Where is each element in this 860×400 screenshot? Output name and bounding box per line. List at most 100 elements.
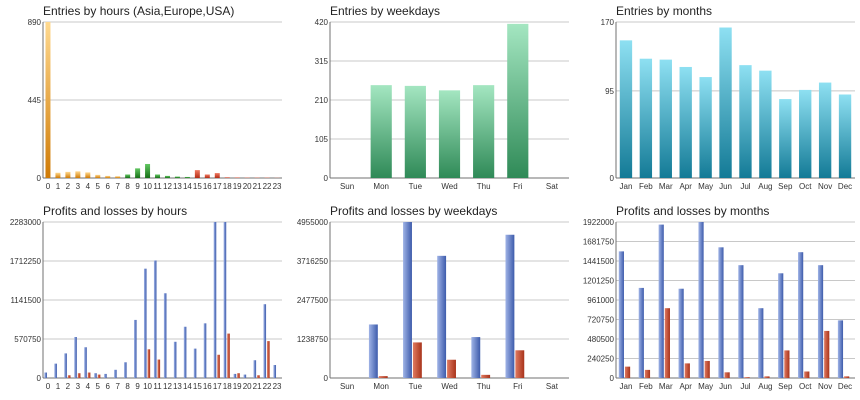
profit-bar	[134, 319, 137, 378]
x-tick-label: Jan	[620, 182, 633, 191]
entry-bar	[145, 163, 151, 178]
x-tick-label: Feb	[639, 182, 653, 191]
x-tick-label: 10	[143, 182, 152, 191]
x-tick-label: 1	[56, 382, 61, 391]
y-tick-label: 105	[315, 135, 329, 144]
profit-bar	[94, 373, 97, 378]
profit-bar	[778, 273, 784, 378]
profit-bar	[124, 362, 127, 378]
profits-by-hours-title: Profits and losses by hours	[43, 204, 188, 218]
loss-bar	[784, 350, 790, 378]
x-tick-label: 15	[193, 382, 202, 391]
profit-bar	[203, 323, 207, 378]
x-tick-label: 16	[203, 382, 212, 391]
x-tick-label: Apr	[679, 382, 692, 391]
x-tick-label: Jun	[719, 182, 732, 191]
y-tick-label: 0	[37, 174, 42, 183]
loss-bar	[267, 341, 270, 378]
x-tick-label: 14	[183, 382, 192, 391]
x-tick-label: 11	[153, 382, 162, 391]
profit-bar	[173, 341, 177, 378]
y-tick-label: 2283000	[10, 218, 42, 227]
x-tick-label: 11	[153, 182, 162, 191]
x-tick-label: 18	[223, 182, 232, 191]
x-tick-label: 1	[56, 182, 61, 191]
x-tick-label: 23	[273, 382, 282, 391]
x-tick-label: 4	[86, 382, 91, 391]
profit-bar	[143, 268, 147, 378]
x-tick-label: 12	[163, 382, 172, 391]
x-tick-label: 22	[263, 382, 272, 391]
entry-bar	[135, 168, 141, 178]
x-tick-label: 17	[213, 182, 222, 191]
x-tick-label: 6	[106, 382, 111, 391]
loss-bar	[824, 330, 830, 378]
x-tick-label: Jul	[740, 182, 750, 191]
x-tick-label: 3	[76, 182, 81, 191]
profit-bar	[403, 222, 412, 378]
y-tick-label: 1681750	[583, 238, 615, 247]
loss-bar	[87, 372, 91, 378]
profits-by-hours-panel: Profits and losses by hours 0 570750 11415…	[0, 200, 290, 400]
y-tick-label: 0	[324, 174, 329, 183]
x-tick-label: 13	[173, 182, 182, 191]
y-tick-label: 1238750	[297, 335, 329, 344]
entry-bar	[759, 70, 772, 178]
entry-bar	[639, 58, 653, 178]
x-tick-label: 17	[213, 382, 222, 391]
loss-bar	[67, 375, 71, 378]
x-tick-label: Jun	[719, 382, 732, 391]
x-tick-label: 0	[46, 182, 51, 191]
loss-bar	[147, 349, 151, 378]
profit-bar	[817, 265, 824, 378]
profit-bar	[368, 324, 378, 378]
x-tick-label: Mon	[373, 182, 389, 191]
loss-bar	[704, 360, 710, 378]
y-tick-label: 170	[601, 18, 615, 27]
loss-bar	[257, 375, 260, 378]
x-tick-label: 20	[243, 182, 252, 191]
x-tick-label: 4	[86, 182, 91, 191]
x-tick-label: Sat	[546, 382, 559, 391]
entries-by-hours-title: Entries by hours (Asia,Europe,USA)	[43, 4, 235, 18]
loss-bar	[227, 333, 230, 378]
y-tick-label: 3716250	[297, 257, 329, 266]
profits-by-months-chart: 0 240250 480500 720750 961000 1201250 1441500 1…	[583, 218, 855, 391]
loss-bar	[97, 374, 101, 378]
x-tick-label: Sep	[778, 182, 793, 191]
entry-bar	[438, 90, 461, 178]
entry-bar	[174, 176, 180, 178]
x-tick-label: Thu	[477, 382, 491, 391]
profit-bar	[437, 255, 447, 378]
entry-bar	[194, 170, 200, 178]
y-tick-label: 0	[610, 174, 615, 183]
loss-bar	[764, 376, 770, 378]
entry-bar	[214, 173, 220, 178]
x-tick-label: 6	[106, 182, 111, 191]
x-tick-label: 8	[125, 182, 130, 191]
profit-bar	[758, 308, 764, 378]
x-tick-label: 2	[66, 182, 71, 191]
loss-bar	[744, 377, 750, 378]
entry-bar	[659, 59, 672, 178]
x-tick-label: Wed	[441, 182, 457, 191]
entry-bar	[184, 176, 190, 178]
entries-by-months-panel: Entries by months 0 95 170 Jan Feb Mar Apr May J…	[573, 0, 860, 200]
x-tick-label: Wed	[441, 382, 457, 391]
loss-bar	[237, 373, 240, 378]
entries-by-months-title: Entries by months	[616, 4, 713, 18]
profit-bar	[223, 222, 227, 378]
profit-bar	[84, 347, 87, 378]
x-tick-label: 9	[135, 182, 140, 191]
entry-bar	[818, 82, 832, 178]
entry-bar	[164, 175, 170, 178]
x-tick-label: Aug	[758, 182, 772, 191]
x-tick-label: 13	[173, 382, 182, 391]
x-tick-label: 2	[66, 382, 71, 391]
profit-bar	[163, 293, 167, 378]
entry-bar	[799, 89, 812, 178]
y-tick-label: 0	[324, 374, 329, 383]
